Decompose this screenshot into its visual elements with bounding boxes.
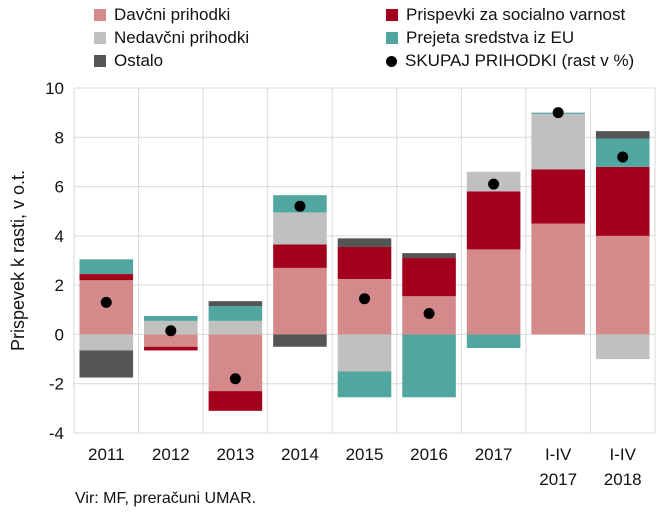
bar-segment xyxy=(273,334,327,347)
bar-segment xyxy=(402,253,456,259)
bar-segment xyxy=(79,274,134,281)
legend-swatch xyxy=(386,32,398,44)
x-tick-label: I-IV xyxy=(545,445,572,464)
bar-segment xyxy=(144,346,198,351)
bar-segment xyxy=(144,315,198,321)
legend-item-nedavcni: Nedavčni prihodki xyxy=(94,28,249,48)
bar-segment xyxy=(466,334,521,348)
bar-segment xyxy=(531,169,585,224)
x-tick-label: 2016 xyxy=(410,445,448,464)
bars xyxy=(79,112,650,411)
bar-segment xyxy=(337,238,392,247)
bar-segment xyxy=(531,223,585,335)
legend-item-prispevki: Prispevki za socialno varnost xyxy=(386,5,625,25)
bar-segment xyxy=(337,278,392,335)
legend-label: SKUPAJ PRIHODKI (rast v %) xyxy=(405,51,635,70)
legend-label: Prejeta sredstva iz EU xyxy=(406,28,575,47)
legend-swatch xyxy=(386,9,398,21)
legend-dot xyxy=(386,55,397,67)
x-tick-label: 2012 xyxy=(152,445,190,464)
bar-segment xyxy=(595,131,650,139)
legend-label: Prispevki za socialno varnost xyxy=(406,5,626,24)
legend-label: Davčni prihodki xyxy=(114,5,231,24)
total-marker xyxy=(229,373,241,385)
bar-segment xyxy=(79,334,134,351)
y-axis-ticks: -4 -2 0 2 4 6 8 10 xyxy=(45,79,64,443)
x-tick-label: 2017 xyxy=(475,445,513,464)
x-tick-label: 2013 xyxy=(216,445,254,464)
y-tick-label: 6 xyxy=(55,178,64,197)
legend-swatch xyxy=(94,55,106,67)
bar-segment xyxy=(595,334,650,360)
bar-segment xyxy=(208,391,263,411)
bar-segment xyxy=(79,350,134,378)
total-marker xyxy=(294,200,306,212)
x-tick-label: 2017 xyxy=(539,470,577,489)
total-marker xyxy=(488,178,500,190)
bar-segment xyxy=(595,166,650,236)
bar-segment xyxy=(337,371,392,398)
bar-segment xyxy=(273,212,327,245)
legend-item-skupaj: SKUPAJ PRIHODKI (rast v %) xyxy=(386,51,634,71)
bar-segment xyxy=(466,249,521,335)
chart-area: -4 -2 0 2 4 6 8 10 2011 2012 2013 2014 2015 2016 2017… xyxy=(8,79,656,489)
x-tick-label: 2018 xyxy=(604,470,642,489)
bar-segment xyxy=(208,301,263,307)
y-tick-label: 10 xyxy=(45,79,64,98)
bar-segment xyxy=(595,235,650,335)
bar-segment xyxy=(273,244,327,268)
legend-item-eu: Prejeta sredstva iz EU xyxy=(386,28,574,48)
legend-item-davcni: Davčni prihodki xyxy=(94,5,230,25)
x-tick-label: I-IV xyxy=(609,445,636,464)
x-axis-ticks: 2011 2012 2013 2014 2015 2016 2017 I-IV 2017 I-IV… xyxy=(88,445,642,489)
bar-segment xyxy=(337,334,392,372)
bar-segment xyxy=(79,259,134,275)
x-tick-label: 2014 xyxy=(281,445,319,464)
y-tick-label: 4 xyxy=(55,227,64,246)
y-tick-label: -2 xyxy=(49,375,64,394)
y-tick-label: 8 xyxy=(55,128,64,147)
total-marker xyxy=(552,107,564,119)
legend-label: Nedavčni prihodki xyxy=(114,28,250,47)
x-tick-label: 2011 xyxy=(88,445,125,464)
bar-segment xyxy=(531,113,585,170)
y-tick-label: 0 xyxy=(55,325,64,344)
source-note: Vir: MF, preračuni UMAR. xyxy=(75,490,257,507)
total-marker xyxy=(359,293,370,305)
x-tick-label: 2015 xyxy=(346,445,384,464)
total-marker xyxy=(617,151,629,163)
bar-segment xyxy=(466,191,521,250)
total-markers xyxy=(100,107,629,385)
total-marker xyxy=(100,296,112,308)
legend: Davčni prihodki Nedavčni prihodki Ostalo… xyxy=(0,0,667,75)
legend-label: Ostalo xyxy=(114,51,164,70)
y-tick-label: 2 xyxy=(55,276,64,295)
total-marker xyxy=(165,325,177,337)
bar-segment xyxy=(208,320,263,335)
legend-swatch xyxy=(94,9,106,21)
legend-item-ostalo: Ostalo xyxy=(94,51,163,71)
bar-segment xyxy=(144,334,198,347)
y-axis-label: Prispevek k rasti, v o.t. xyxy=(8,170,28,351)
bar-segment xyxy=(273,267,327,335)
total-marker xyxy=(423,307,435,319)
y-tick-label: -4 xyxy=(49,424,64,443)
bar-segment xyxy=(337,246,392,279)
bar-segment xyxy=(402,258,456,297)
bar-segment xyxy=(402,334,456,398)
legend-swatch xyxy=(94,32,106,44)
bar-segment xyxy=(208,306,263,321)
